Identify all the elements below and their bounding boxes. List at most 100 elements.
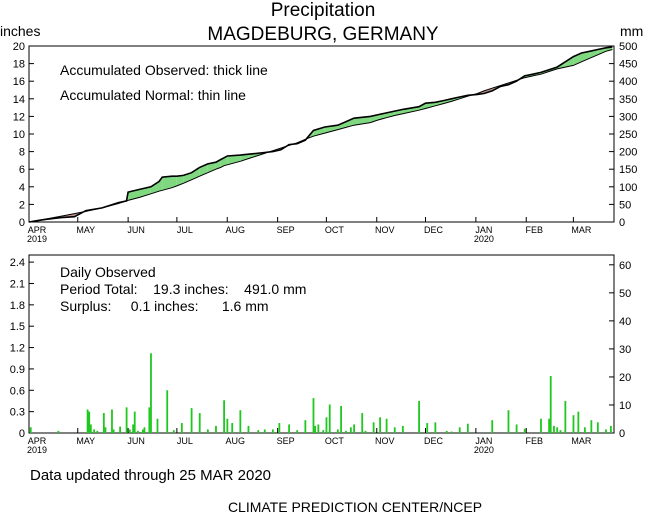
daily-bar	[223, 400, 225, 433]
daily-bar	[86, 409, 89, 433]
left-tick-label: 16	[13, 76, 25, 88]
month-label: JUN	[127, 225, 145, 235]
month-label: OCT	[325, 225, 345, 235]
plot-frame	[28, 254, 615, 434]
daily-bar	[385, 418, 388, 433]
month-label: APR	[28, 225, 47, 235]
surplus-area	[565, 56, 574, 68]
period-total-text: Period Total: 19.3 inches: 491.0 mm	[60, 281, 306, 297]
left-tick-label: 20	[13, 41, 25, 53]
daily-observed-title: Daily Observed	[60, 264, 156, 280]
surplus-text: Surplus: 0.1 inches: 1.6 mm	[60, 298, 269, 314]
daily-bar	[372, 422, 375, 433]
left-tick-label: 1.2	[10, 343, 25, 355]
right-tick-label: 300	[619, 111, 637, 123]
right-unit-label: mm	[620, 23, 643, 39]
daily-bar	[239, 410, 242, 433]
daily-bar	[426, 423, 429, 433]
daily-bar	[450, 431, 453, 433]
month-label: OCT	[325, 436, 345, 446]
right-tick-label: 0	[619, 217, 625, 229]
year-label: 2019	[27, 234, 47, 244]
daily-bar	[605, 429, 607, 433]
left-tick-label: 2.1	[10, 278, 25, 290]
daily-bar	[247, 425, 250, 433]
surplus-area	[162, 176, 172, 191]
daily-bar	[226, 418, 229, 433]
right-tick-label: 50	[619, 199, 631, 211]
surplus-area	[150, 181, 159, 194]
month-label: JUN	[127, 436, 145, 446]
surplus-area	[313, 126, 325, 137]
daily-bar	[401, 425, 404, 433]
right-tick-label: 40	[619, 316, 631, 328]
daily-bar	[458, 427, 461, 433]
left-tick-label: 8	[19, 147, 25, 159]
chart-title: Precipitation	[271, 0, 376, 21]
daily-bar	[583, 427, 586, 433]
left-tick-label: 0	[19, 428, 25, 440]
daily-bar	[345, 430, 347, 433]
daily-bar	[119, 426, 121, 433]
right-tick-label: 150	[619, 164, 637, 176]
daily-bar	[572, 415, 575, 433]
right-tick-label: 200	[619, 147, 637, 159]
daily-bar	[325, 417, 328, 433]
daily-bar	[215, 425, 217, 433]
daily-bar	[548, 418, 550, 433]
surplus-area	[207, 162, 216, 173]
right-tick-label: 20	[619, 372, 631, 384]
daily-bar	[296, 430, 299, 433]
month-label: NOV	[375, 225, 395, 235]
daily-bar	[148, 407, 151, 433]
left-tick-label: 0.3	[10, 407, 25, 419]
left-tick-label: 4	[19, 182, 25, 194]
data-updated-text: Data updated through 25 MAR 2020	[30, 467, 271, 484]
surplus-area	[337, 118, 354, 130]
left-tick-label: 1.5	[10, 321, 25, 333]
right-tick-label: 10	[619, 400, 631, 412]
daily-bar	[96, 430, 99, 433]
daily-bar	[353, 424, 355, 433]
daily-bar	[328, 404, 331, 433]
daily-bar	[317, 424, 320, 433]
year-label: 2020	[474, 234, 494, 244]
daily-bar	[379, 417, 381, 433]
daily-bar	[418, 400, 420, 433]
daily-bar	[361, 413, 364, 433]
daily-bar	[312, 398, 315, 433]
daily-bar	[340, 405, 342, 433]
daily-bar	[104, 427, 107, 433]
surplus-area	[176, 175, 184, 186]
month-label: FEB	[525, 436, 543, 446]
daily-bar	[132, 424, 134, 433]
surplus-area	[172, 176, 177, 188]
daily-panel: 0 0.3 0.6 0.9 1.2 1.5 1.8 2.1 2.4 0 10 20 30 40 50 60 AP…	[10, 254, 631, 455]
month-label: DEC	[424, 436, 444, 446]
year-label: 2019	[27, 445, 47, 455]
daily-bar	[515, 424, 518, 433]
accumulated-observed-note: Accumulated Observed: thick line	[60, 62, 268, 78]
month-label: SEP	[277, 225, 295, 235]
right-tick-label: 60	[619, 260, 631, 272]
daily-bar	[89, 424, 92, 433]
daily-bar	[172, 430, 175, 433]
surplus-area	[224, 156, 228, 166]
left-tick-label: 14	[13, 94, 25, 106]
daily-bar	[257, 430, 260, 433]
month-label: MAY	[76, 436, 95, 446]
surplus-area	[435, 100, 444, 106]
daily-bar	[364, 430, 367, 433]
daily-bar	[466, 423, 469, 433]
accumulated-observed-line	[28, 46, 613, 223]
daily-bar	[111, 409, 113, 433]
month-label: JAN	[475, 436, 492, 446]
month-label: MAR	[571, 225, 592, 235]
daily-bar	[93, 429, 95, 433]
daily-bar	[206, 429, 209, 433]
left-tick-label: 0.9	[10, 364, 25, 376]
month-label: MAY	[76, 225, 95, 235]
daily-bar	[540, 418, 542, 433]
daily-bar	[112, 429, 115, 433]
daily-bar	[393, 427, 396, 433]
